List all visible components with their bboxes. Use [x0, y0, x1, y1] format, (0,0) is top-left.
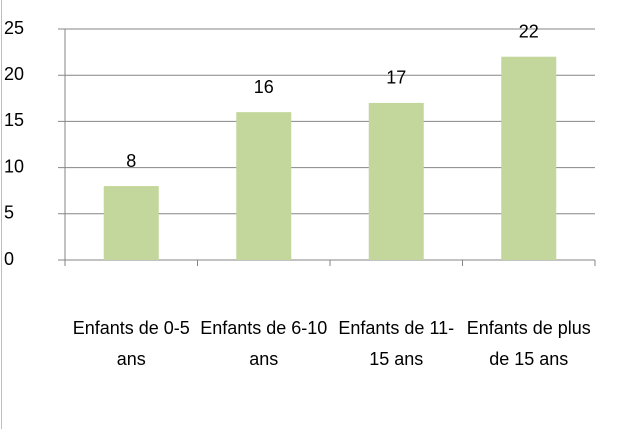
x-tick-label: Enfants de plus de 15 ans [466, 318, 591, 369]
y-tick-label: 10 [4, 156, 24, 176]
x-tick-label: Enfants de 11-15 ans [338, 318, 455, 369]
bar [501, 56, 557, 260]
value-label: 22 [519, 21, 539, 41]
value-label: 16 [254, 77, 274, 97]
bar [236, 112, 292, 260]
y-tick-label: 15 [4, 110, 24, 130]
bar [368, 102, 424, 260]
value-label: 17 [386, 68, 406, 88]
bar [103, 186, 159, 260]
y-tick-label: 25 [4, 18, 24, 38]
y-tick-label: 5 [4, 203, 14, 223]
y-tick-label: 20 [4, 64, 24, 84]
x-tick-label: Enfants de 0-5 ans [72, 318, 190, 369]
value-label: 8 [126, 151, 136, 171]
x-tick-label: Enfants de 6-10 ans [200, 318, 328, 369]
y-tick-label: 0 [4, 249, 14, 269]
